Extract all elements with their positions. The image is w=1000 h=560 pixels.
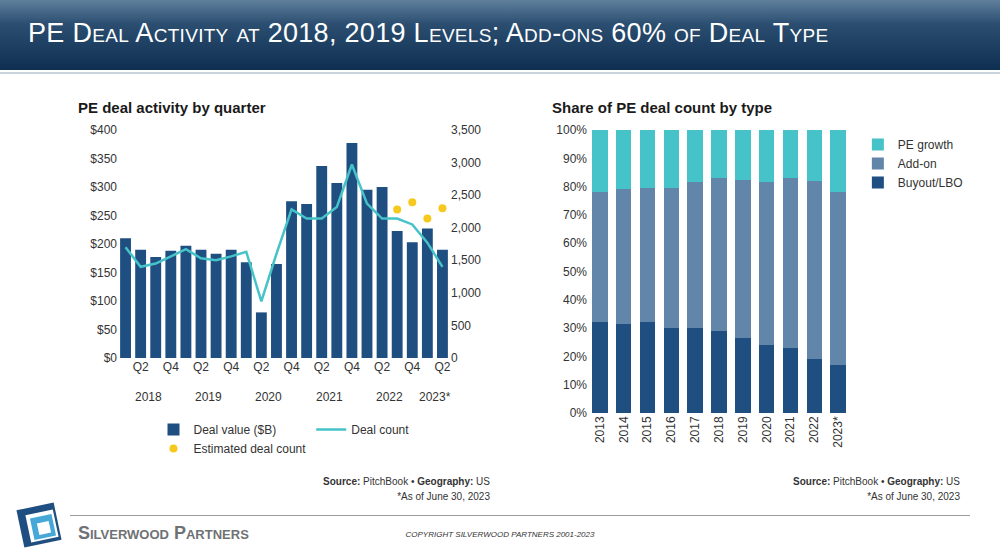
svg-text:Q2: Q2 — [193, 360, 209, 374]
html-text:Silverwood Partners: Silverwood Partners — [78, 523, 249, 543]
svg-text:Buyout/LBO: Buyout/LBO — [898, 176, 963, 190]
svg-text:Q4: Q4 — [404, 360, 420, 374]
svg-text:$250: $250 — [90, 209, 117, 223]
svg-text:Q2: Q2 — [314, 360, 330, 374]
html-text:Source: PitchBook • Geography:: Source: PitchBook • Geography: US — [793, 476, 960, 487]
svg-text:$0: $0 — [104, 351, 118, 365]
svg-text:Share of PE deal count by type: Share of PE deal count by type — [552, 99, 772, 116]
svg-text:$150: $150 — [90, 266, 117, 280]
html-text:COPYRIGHT SILVERWOOD PARTNERS: COPYRIGHT SILVERWOOD PARTNERS 2001-2023 — [405, 530, 595, 539]
svg-text:$350: $350 — [90, 152, 117, 166]
svg-text:$200: $200 — [90, 237, 117, 251]
svg-text:$50: $50 — [97, 323, 117, 337]
svg-text:2017: 2017 — [688, 416, 702, 443]
svg-text:2022: 2022 — [376, 390, 403, 404]
svg-text:Q4: Q4 — [223, 360, 239, 374]
svg-text:1,000: 1,000 — [451, 286, 481, 300]
svg-text:2018: 2018 — [712, 416, 726, 443]
svg-text:0: 0 — [451, 351, 458, 365]
svg-text:Deal count: Deal count — [351, 423, 409, 437]
svg-text:$300: $300 — [90, 180, 117, 194]
svg-text:100%: 100% — [556, 123, 587, 137]
svg-text:PE growth: PE growth — [898, 138, 953, 152]
svg-text:PE deal activity by quarter: PE deal activity by quarter — [78, 99, 266, 116]
svg-text:40%: 40% — [563, 293, 587, 307]
svg-text:2015: 2015 — [640, 416, 654, 443]
svg-text:2019: 2019 — [195, 390, 222, 404]
svg-text:60%: 60% — [563, 236, 587, 250]
svg-text:Q4: Q4 — [344, 360, 360, 374]
svg-text:Add-on: Add-on — [898, 157, 937, 171]
svg-text:2020: 2020 — [255, 390, 282, 404]
html-text:PE Deal Activity at 2018, 2019: PE Deal Activity at 2018, 2019 Levels; A… — [28, 18, 829, 48]
svg-text:Q4: Q4 — [163, 360, 179, 374]
svg-text:3,500: 3,500 — [451, 123, 481, 137]
svg-text:2022: 2022 — [807, 416, 821, 443]
svg-text:20%: 20% — [563, 350, 587, 364]
svg-text:2019: 2019 — [736, 416, 750, 443]
svg-text:3,000: 3,000 — [451, 156, 481, 170]
svg-text:2021: 2021 — [783, 416, 797, 443]
html-text:Source: PitchBook • Geography:: Source: PitchBook • Geography: US — [323, 476, 490, 487]
svg-text:2023*: 2023* — [419, 390, 451, 404]
svg-text:$400: $400 — [90, 123, 117, 137]
svg-text:2,000: 2,000 — [451, 221, 481, 235]
svg-text:30%: 30% — [563, 321, 587, 335]
svg-text:70%: 70% — [563, 208, 587, 222]
svg-text:2018: 2018 — [135, 390, 162, 404]
svg-text:Q2: Q2 — [253, 360, 269, 374]
svg-text:Q2: Q2 — [434, 360, 450, 374]
svg-text:2013: 2013 — [593, 416, 607, 443]
svg-text:0%: 0% — [570, 406, 588, 420]
svg-text:2014: 2014 — [617, 416, 631, 443]
html-text:*As of June 30, 2023: *As of June 30, 2023 — [397, 491, 490, 502]
svg-text:500: 500 — [451, 319, 471, 333]
svg-text:Q2: Q2 — [133, 360, 149, 374]
svg-text:Estimated deal count: Estimated deal count — [194, 442, 307, 456]
svg-text:1,500: 1,500 — [451, 253, 481, 267]
svg-text:Deal value ($B): Deal value ($B) — [194, 423, 277, 437]
svg-text:90%: 90% — [563, 152, 587, 166]
svg-text:2021: 2021 — [316, 390, 343, 404]
svg-text:Q4: Q4 — [284, 360, 300, 374]
svg-text:Q2: Q2 — [374, 360, 390, 374]
svg-text:$100: $100 — [90, 294, 117, 308]
svg-text:2,500: 2,500 — [451, 188, 481, 202]
svg-text:10%: 10% — [563, 378, 587, 392]
svg-text:2020: 2020 — [760, 416, 774, 443]
svg-text:2023*: 2023* — [831, 416, 845, 448]
svg-text:80%: 80% — [563, 180, 587, 194]
svg-text:2016: 2016 — [664, 416, 678, 443]
html-text:*As of June 30, 2023: *As of June 30, 2023 — [867, 491, 960, 502]
svg-text:50%: 50% — [563, 265, 587, 279]
